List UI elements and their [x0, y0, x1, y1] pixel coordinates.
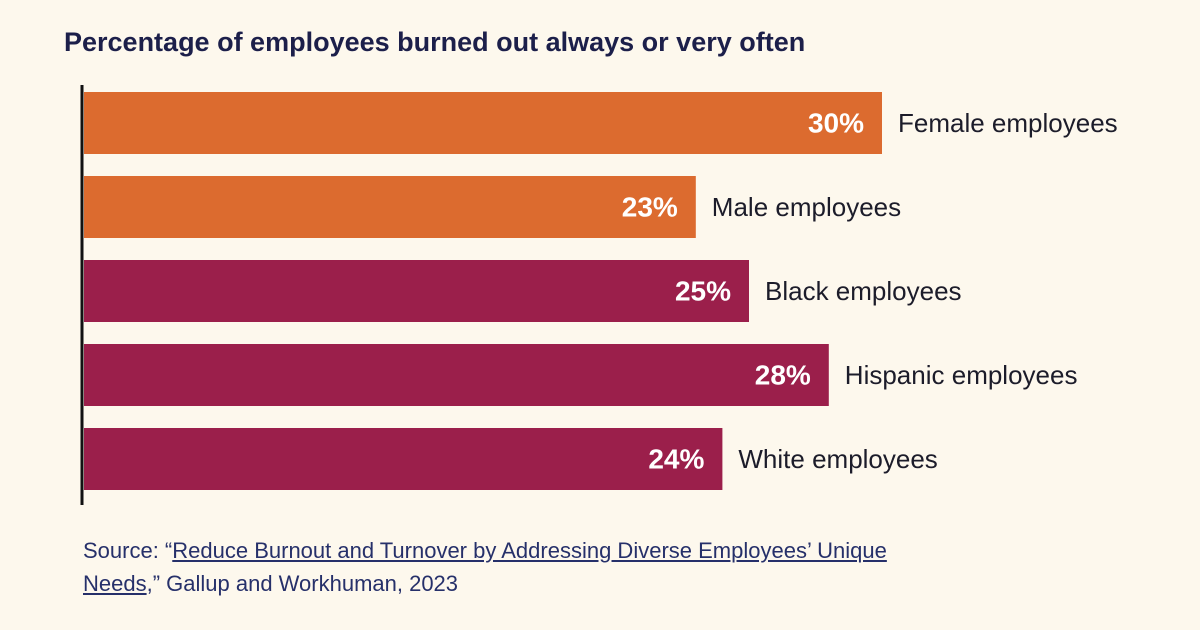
category-label: Male employees — [712, 192, 901, 222]
bar — [84, 260, 749, 322]
category-label: White employees — [738, 444, 937, 474]
source-note: Source: “Reduce Burnout and Turnover by … — [83, 534, 963, 600]
bar — [84, 428, 723, 490]
value-label: 24% — [648, 443, 704, 474]
source-prefix: Source: “ — [83, 538, 173, 563]
chart: Percentage of employees burned out alway… — [64, 27, 1118, 505]
value-label: 25% — [675, 275, 731, 306]
value-label: 23% — [622, 191, 678, 222]
category-label: Hispanic employees — [845, 360, 1078, 390]
source-link[interactable]: Reduce Burnout and Turnover by Addressin… — [83, 538, 887, 596]
value-label: 28% — [755, 359, 811, 390]
value-label: 30% — [808, 107, 864, 138]
category-label: Black employees — [765, 276, 962, 306]
source-suffix: ,” Gallup and Workhuman, 2023 — [146, 571, 459, 596]
chart-title: Percentage of employees burned out alway… — [64, 27, 805, 57]
bar — [84, 92, 882, 154]
bar — [84, 344, 829, 406]
bar — [84, 176, 696, 238]
category-label: Female employees — [898, 108, 1118, 138]
